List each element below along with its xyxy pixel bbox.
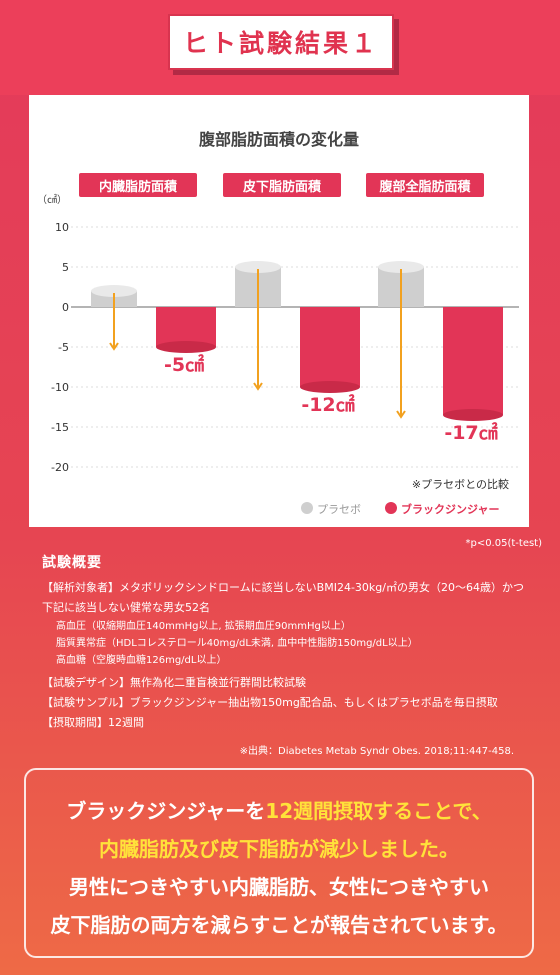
data-label: -12㎠ <box>301 393 354 416</box>
legend-blackginger-label: ブラックジンジャー <box>401 502 499 516</box>
placebo-bar-top <box>378 261 424 273</box>
conclusion-line-3: 男性につきやすい内臓脂肪、女性につきやすい <box>69 875 489 899</box>
conclusion-line-4: 皮下脂肪の両方を減らすことが報告されています。 <box>50 913 508 937</box>
chart-card: 腹部脂肪面積の変化量 （㎠） 10 5 0 -5 -10 -15 -20 内臓脂肪面積 -5㎠ 皮下脂… <box>29 95 529 527</box>
exclusion-hyperglycemia: 高血糖（空腹時血糖126mg/dL以上） <box>56 655 227 666</box>
category-label: 皮下脂肪面積 <box>242 179 322 195</box>
blackginger-bar <box>443 307 503 415</box>
y-tick-label: -20 <box>51 461 69 474</box>
summary-subjects: 【解析対象者】メタボリックシンドロームに該当しないBMI24-30kg/㎡の男女… <box>42 581 524 594</box>
summary-subjects-cont: 下記に該当しない健常な男女52名 <box>42 601 210 614</box>
conclusion-line-2: 内臓脂肪及び皮下脂肪が減少しました。 <box>99 837 459 861</box>
legend-placebo-label: プラセボ <box>317 503 361 516</box>
source-citation: ※出典：Diabetes Metab Syndr Obes. 2018;11:4… <box>239 746 514 757</box>
change-arrow-head <box>396 410 406 419</box>
blackginger-bar <box>156 307 216 347</box>
category-pill <box>223 173 341 197</box>
page-title: ヒト試験結果１ <box>168 14 394 70</box>
y-tick-label: 10 <box>55 221 69 234</box>
y-tick-label: -15 <box>51 421 69 434</box>
blackginger-bar-bottom <box>156 341 216 353</box>
y-tick-label: 5 <box>62 261 69 274</box>
placebo-bar-top <box>91 285 137 297</box>
summary-title: 試験概要 <box>42 555 102 571</box>
category-label: 腹部全脂肪面積 <box>379 179 471 195</box>
blackginger-bar-bottom <box>443 409 503 421</box>
y-axis-unit: （㎠） <box>37 194 67 206</box>
summary-period: 【摂取期間】12週間 <box>42 716 144 729</box>
change-arrow-head <box>253 382 263 391</box>
placebo-bar-top <box>235 261 281 273</box>
exclusion-hypertension: 高血圧（収縮期血圧140mmHg以上, 拡張期血圧90mmHg以上） <box>56 621 351 632</box>
conclusion-product: ブラックジンジャーを <box>66 799 266 823</box>
category-pill <box>366 173 484 197</box>
p-value-note: *p<0.05(t-test) <box>465 538 542 549</box>
conclusion-box: ブラックジンジャーを12週間摂取することで、 内臓脂肪及び皮下脂肪が減少しました… <box>24 768 534 958</box>
summary-design: 【試験デザイン】無作為化二重盲検並行群間比較試験 <box>42 676 306 689</box>
bar-chart: 腹部脂肪面積の変化量 （㎠） 10 5 0 -5 -10 -15 -20 内臓脂肪面積 -5㎠ 皮下脂… <box>37 130 519 516</box>
data-label: -17㎠ <box>444 421 497 444</box>
conclusion-period-highlight: 12週間摂取することで、 <box>265 799 492 823</box>
exclusion-dyslipidemia: 脂質異常症（HDLコレステロール40mg/dL未満, 血中中性脂肪150mg/d… <box>56 638 418 649</box>
y-tick-label: 0 <box>62 301 69 314</box>
study-summary: 試験概要 【解析対象者】メタボリックシンドロームに該当しないBMI24-30kg… <box>42 552 542 733</box>
summary-sample: 【試験サンプル】ブラックジンジャー抽出物150mg配合品、もしくはプラセボ品を毎… <box>42 696 498 709</box>
category-label: 内臓脂肪面積 <box>99 179 178 195</box>
comparison-note: ※プラセボとの比較 <box>412 477 509 491</box>
y-tick-label: -10 <box>51 381 69 394</box>
y-tick-label: -5 <box>58 341 69 354</box>
conclusion-line-1: ブラックジンジャーを12週間摂取することで、 <box>26 792 532 830</box>
change-arrow-head <box>109 342 119 351</box>
legend-placebo-swatch <box>301 502 313 514</box>
data-label: -5㎠ <box>164 353 204 376</box>
blackginger-bar <box>300 307 360 387</box>
category-pill <box>79 173 197 197</box>
blackginger-bar-bottom <box>300 381 360 393</box>
legend-blackginger-swatch <box>385 502 397 514</box>
chart-title: 腹部脂肪面積の変化量 <box>199 130 359 149</box>
